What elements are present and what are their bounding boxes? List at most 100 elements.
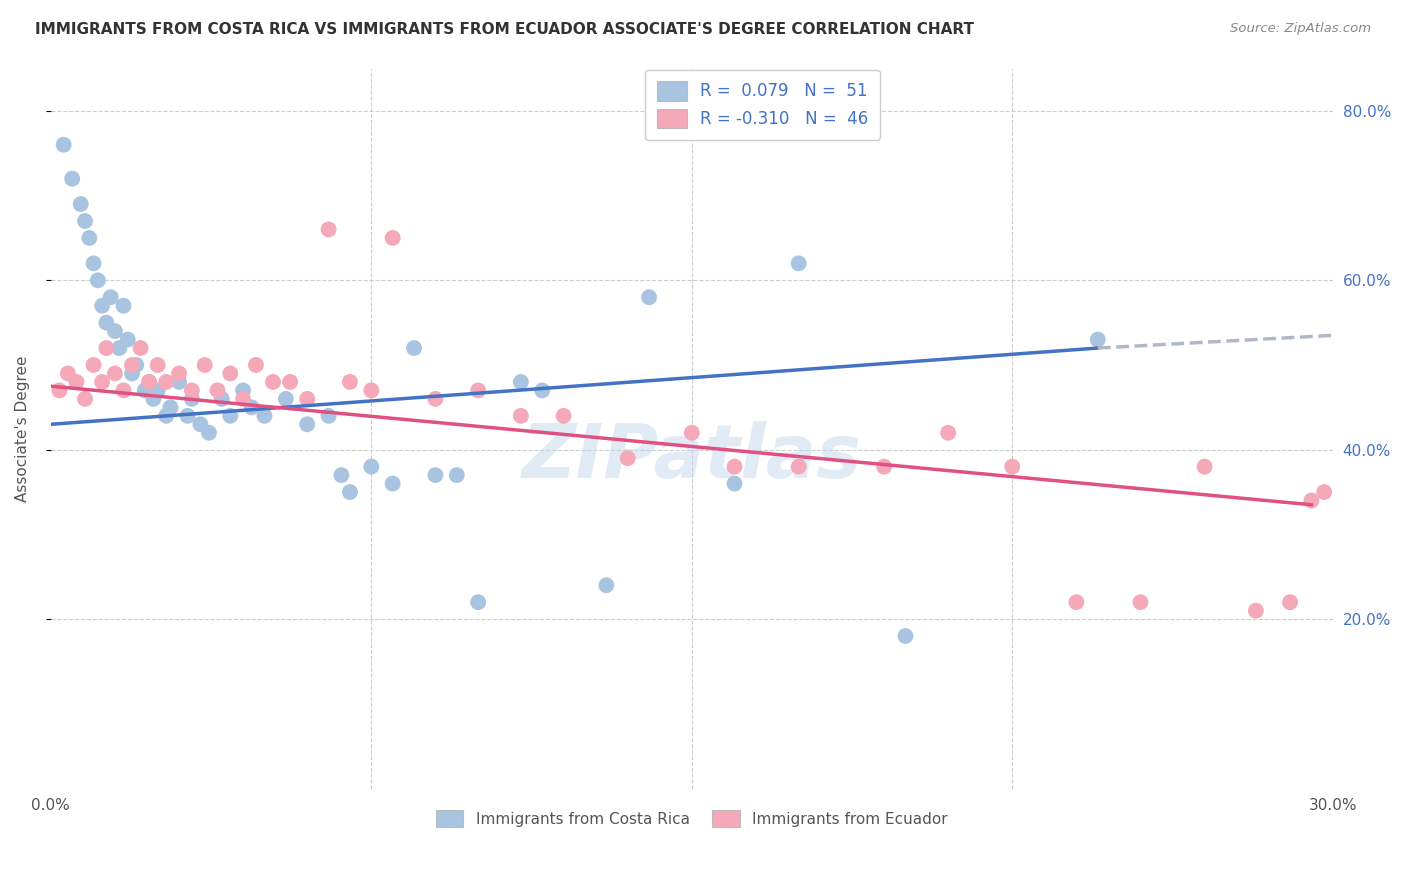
Point — [425, 468, 447, 483]
Y-axis label: Associate's Degree: Associate's Degree — [15, 355, 30, 502]
Point — [1244, 604, 1267, 618]
Point — [125, 358, 148, 372]
Point — [96, 341, 118, 355]
Point — [723, 476, 745, 491]
Point — [616, 451, 638, 466]
Point — [112, 299, 135, 313]
Point — [297, 392, 319, 406]
Point — [219, 409, 242, 423]
Legend: Immigrants from Costa Rica, Immigrants from Ecuador: Immigrants from Costa Rica, Immigrants f… — [429, 802, 956, 835]
Point — [1301, 493, 1323, 508]
Point — [339, 375, 361, 389]
Point — [681, 425, 703, 440]
Point — [1129, 595, 1152, 609]
Point — [138, 375, 160, 389]
Point — [509, 375, 531, 389]
Text: Source: ZipAtlas.com: Source: ZipAtlas.com — [1230, 22, 1371, 36]
Point — [467, 595, 489, 609]
Point — [104, 367, 127, 381]
Point — [553, 409, 575, 423]
Point — [56, 367, 79, 381]
Point — [1066, 595, 1088, 609]
Point — [73, 214, 96, 228]
Point — [245, 358, 267, 372]
Point — [129, 341, 152, 355]
Point — [381, 231, 404, 245]
Point — [595, 578, 617, 592]
Point — [381, 476, 404, 491]
Point — [894, 629, 917, 643]
Point — [48, 384, 70, 398]
Point — [1194, 459, 1216, 474]
Point — [330, 468, 353, 483]
Point — [402, 341, 425, 355]
Point — [180, 384, 202, 398]
Point — [121, 358, 143, 372]
Point — [180, 392, 202, 406]
Point — [146, 384, 169, 398]
Point — [83, 358, 105, 372]
Point — [1313, 485, 1336, 500]
Point — [253, 409, 276, 423]
Point — [121, 367, 143, 381]
Point — [211, 392, 233, 406]
Point — [194, 358, 217, 372]
Point — [104, 324, 127, 338]
Point — [142, 392, 165, 406]
Point — [207, 384, 229, 398]
Point — [69, 197, 91, 211]
Point — [155, 375, 177, 389]
Point — [531, 384, 554, 398]
Point — [167, 367, 190, 381]
Point — [96, 316, 118, 330]
Point — [190, 417, 212, 432]
Point — [1001, 459, 1024, 474]
Point — [87, 273, 110, 287]
Point — [232, 384, 254, 398]
Point — [360, 384, 382, 398]
Point — [91, 375, 114, 389]
Point — [73, 392, 96, 406]
Point — [138, 375, 160, 389]
Point — [91, 299, 114, 313]
Text: ZIPatlas: ZIPatlas — [522, 421, 862, 494]
Point — [936, 425, 959, 440]
Point — [360, 459, 382, 474]
Point — [198, 425, 221, 440]
Point — [65, 375, 87, 389]
Point — [79, 231, 101, 245]
Point — [112, 384, 135, 398]
Point — [509, 409, 531, 423]
Point — [297, 417, 319, 432]
Point — [873, 459, 896, 474]
Point — [278, 375, 301, 389]
Point — [176, 409, 198, 423]
Point — [318, 222, 340, 236]
Point — [1087, 333, 1109, 347]
Point — [108, 341, 131, 355]
Point — [787, 256, 810, 270]
Point — [167, 375, 190, 389]
Point — [787, 459, 810, 474]
Point — [219, 367, 242, 381]
Point — [232, 392, 254, 406]
Point — [159, 401, 181, 415]
Point — [155, 409, 177, 423]
Point — [240, 401, 263, 415]
Point — [723, 459, 745, 474]
Point — [339, 485, 361, 500]
Point — [425, 392, 447, 406]
Point — [467, 384, 489, 398]
Point — [52, 137, 75, 152]
Point — [83, 256, 105, 270]
Text: IMMIGRANTS FROM COSTA RICA VS IMMIGRANTS FROM ECUADOR ASSOCIATE'S DEGREE CORRELA: IMMIGRANTS FROM COSTA RICA VS IMMIGRANTS… — [35, 22, 974, 37]
Point — [318, 409, 340, 423]
Point — [446, 468, 468, 483]
Point — [274, 392, 297, 406]
Point — [60, 171, 83, 186]
Point — [262, 375, 284, 389]
Point — [117, 333, 139, 347]
Point — [638, 290, 661, 304]
Point — [146, 358, 169, 372]
Point — [100, 290, 122, 304]
